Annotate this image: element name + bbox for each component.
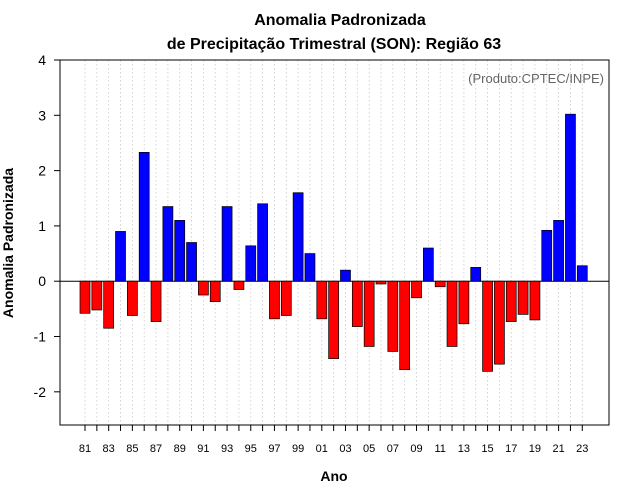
- y-tick-label: 2: [38, 163, 46, 179]
- bar-02: [328, 280, 339, 359]
- bar-96: [257, 203, 268, 282]
- bar-22: [565, 113, 576, 282]
- bar-05: [363, 280, 375, 347]
- x-tick-label: 97: [268, 443, 280, 455]
- bar-82: [91, 280, 103, 311]
- x-tick-label: 93: [221, 443, 233, 455]
- bar-14: [470, 267, 482, 282]
- bar-87: [150, 280, 162, 322]
- x-tick-label: 05: [363, 443, 375, 455]
- chart-subtitle: de Precipitação Trimestral (SON): Região…: [167, 36, 501, 53]
- chart-title: Anomalia Padronizada: [254, 12, 426, 29]
- bar-84: [115, 231, 126, 282]
- bar-81: [79, 280, 91, 314]
- x-tick-label: 91: [197, 443, 209, 455]
- x-tick-label: 81: [79, 443, 91, 455]
- bar-01: [316, 280, 328, 320]
- bar-00: [304, 253, 316, 282]
- x-tick-label: 87: [150, 443, 162, 455]
- bar-86: [138, 152, 150, 282]
- y-tick-label: 1: [38, 218, 46, 234]
- y-tick-label: 4: [38, 52, 46, 68]
- bar-11: [434, 280, 446, 288]
- y-tick-label: 0: [38, 273, 46, 289]
- y-tick-label: 3: [38, 107, 46, 123]
- x-tick-label: 85: [126, 443, 138, 455]
- y-axis: -2 -1 0 1 2 3 4: [34, 52, 60, 400]
- gridlines: [84, 60, 583, 425]
- bar-97: [269, 280, 280, 320]
- x-tick-label: 17: [505, 443, 517, 455]
- x-tick-label: 07: [387, 443, 399, 455]
- y-tick-label: -1: [34, 329, 47, 345]
- bars: [79, 113, 588, 372]
- y-tick-label: -2: [34, 384, 47, 400]
- y-axis-label: Anomalia Padronizada: [0, 168, 16, 318]
- x-tick-label: 09: [410, 443, 422, 455]
- bar-90: [186, 242, 197, 282]
- bar-19: [529, 280, 541, 321]
- x-tick-label: 03: [339, 443, 351, 455]
- bar-10: [423, 247, 434, 282]
- x-tick-label: 23: [576, 443, 588, 455]
- bar-89: [174, 220, 186, 282]
- source-annotation: (Produto:CPTEC/INPE): [468, 71, 604, 86]
- x-axis: 81 83 85 87 89 91 93 95 97 99 01 03 05 07 09 11 13 15 17 19…: [79, 425, 588, 455]
- plot-frame: [59, 59, 610, 426]
- bar-94: [233, 280, 245, 290]
- bar-07: [387, 280, 399, 352]
- bar-20: [541, 229, 553, 282]
- bar-08: [399, 280, 411, 371]
- bar-83: [103, 280, 115, 329]
- bar-06: [375, 280, 387, 285]
- x-tick-label: 11: [434, 443, 445, 455]
- x-tick-label: 01: [316, 443, 328, 455]
- x-tick-label: 89: [174, 443, 186, 455]
- bar-09: [411, 280, 422, 299]
- x-tick-label: 19: [529, 443, 541, 455]
- bar-18: [517, 280, 529, 315]
- x-tick-label: 99: [292, 443, 304, 455]
- x-tick-label: 21: [552, 443, 564, 455]
- bar-23: [576, 265, 588, 282]
- bar-13: [458, 280, 470, 325]
- bar-98: [280, 280, 292, 316]
- x-tick-label: 95: [245, 443, 257, 455]
- bar-12: [446, 280, 458, 347]
- x-tick-label: 15: [481, 443, 493, 455]
- x-axis-label: Ano: [320, 468, 347, 484]
- bar-17: [505, 280, 517, 322]
- bar-95: [245, 245, 257, 282]
- x-tick-label: 83: [103, 443, 115, 455]
- bar-04: [351, 280, 363, 327]
- bar-85: [127, 280, 138, 316]
- bar-03: [340, 269, 351, 282]
- bar-92: [209, 280, 221, 303]
- bar-16: [494, 280, 505, 365]
- bar-99: [292, 192, 304, 282]
- bar-93: [221, 206, 233, 282]
- bar-21: [553, 220, 564, 282]
- bar-91: [198, 280, 209, 296]
- bar-15: [482, 280, 493, 372]
- x-tick-label: 13: [458, 443, 470, 455]
- bar-88: [162, 206, 174, 282]
